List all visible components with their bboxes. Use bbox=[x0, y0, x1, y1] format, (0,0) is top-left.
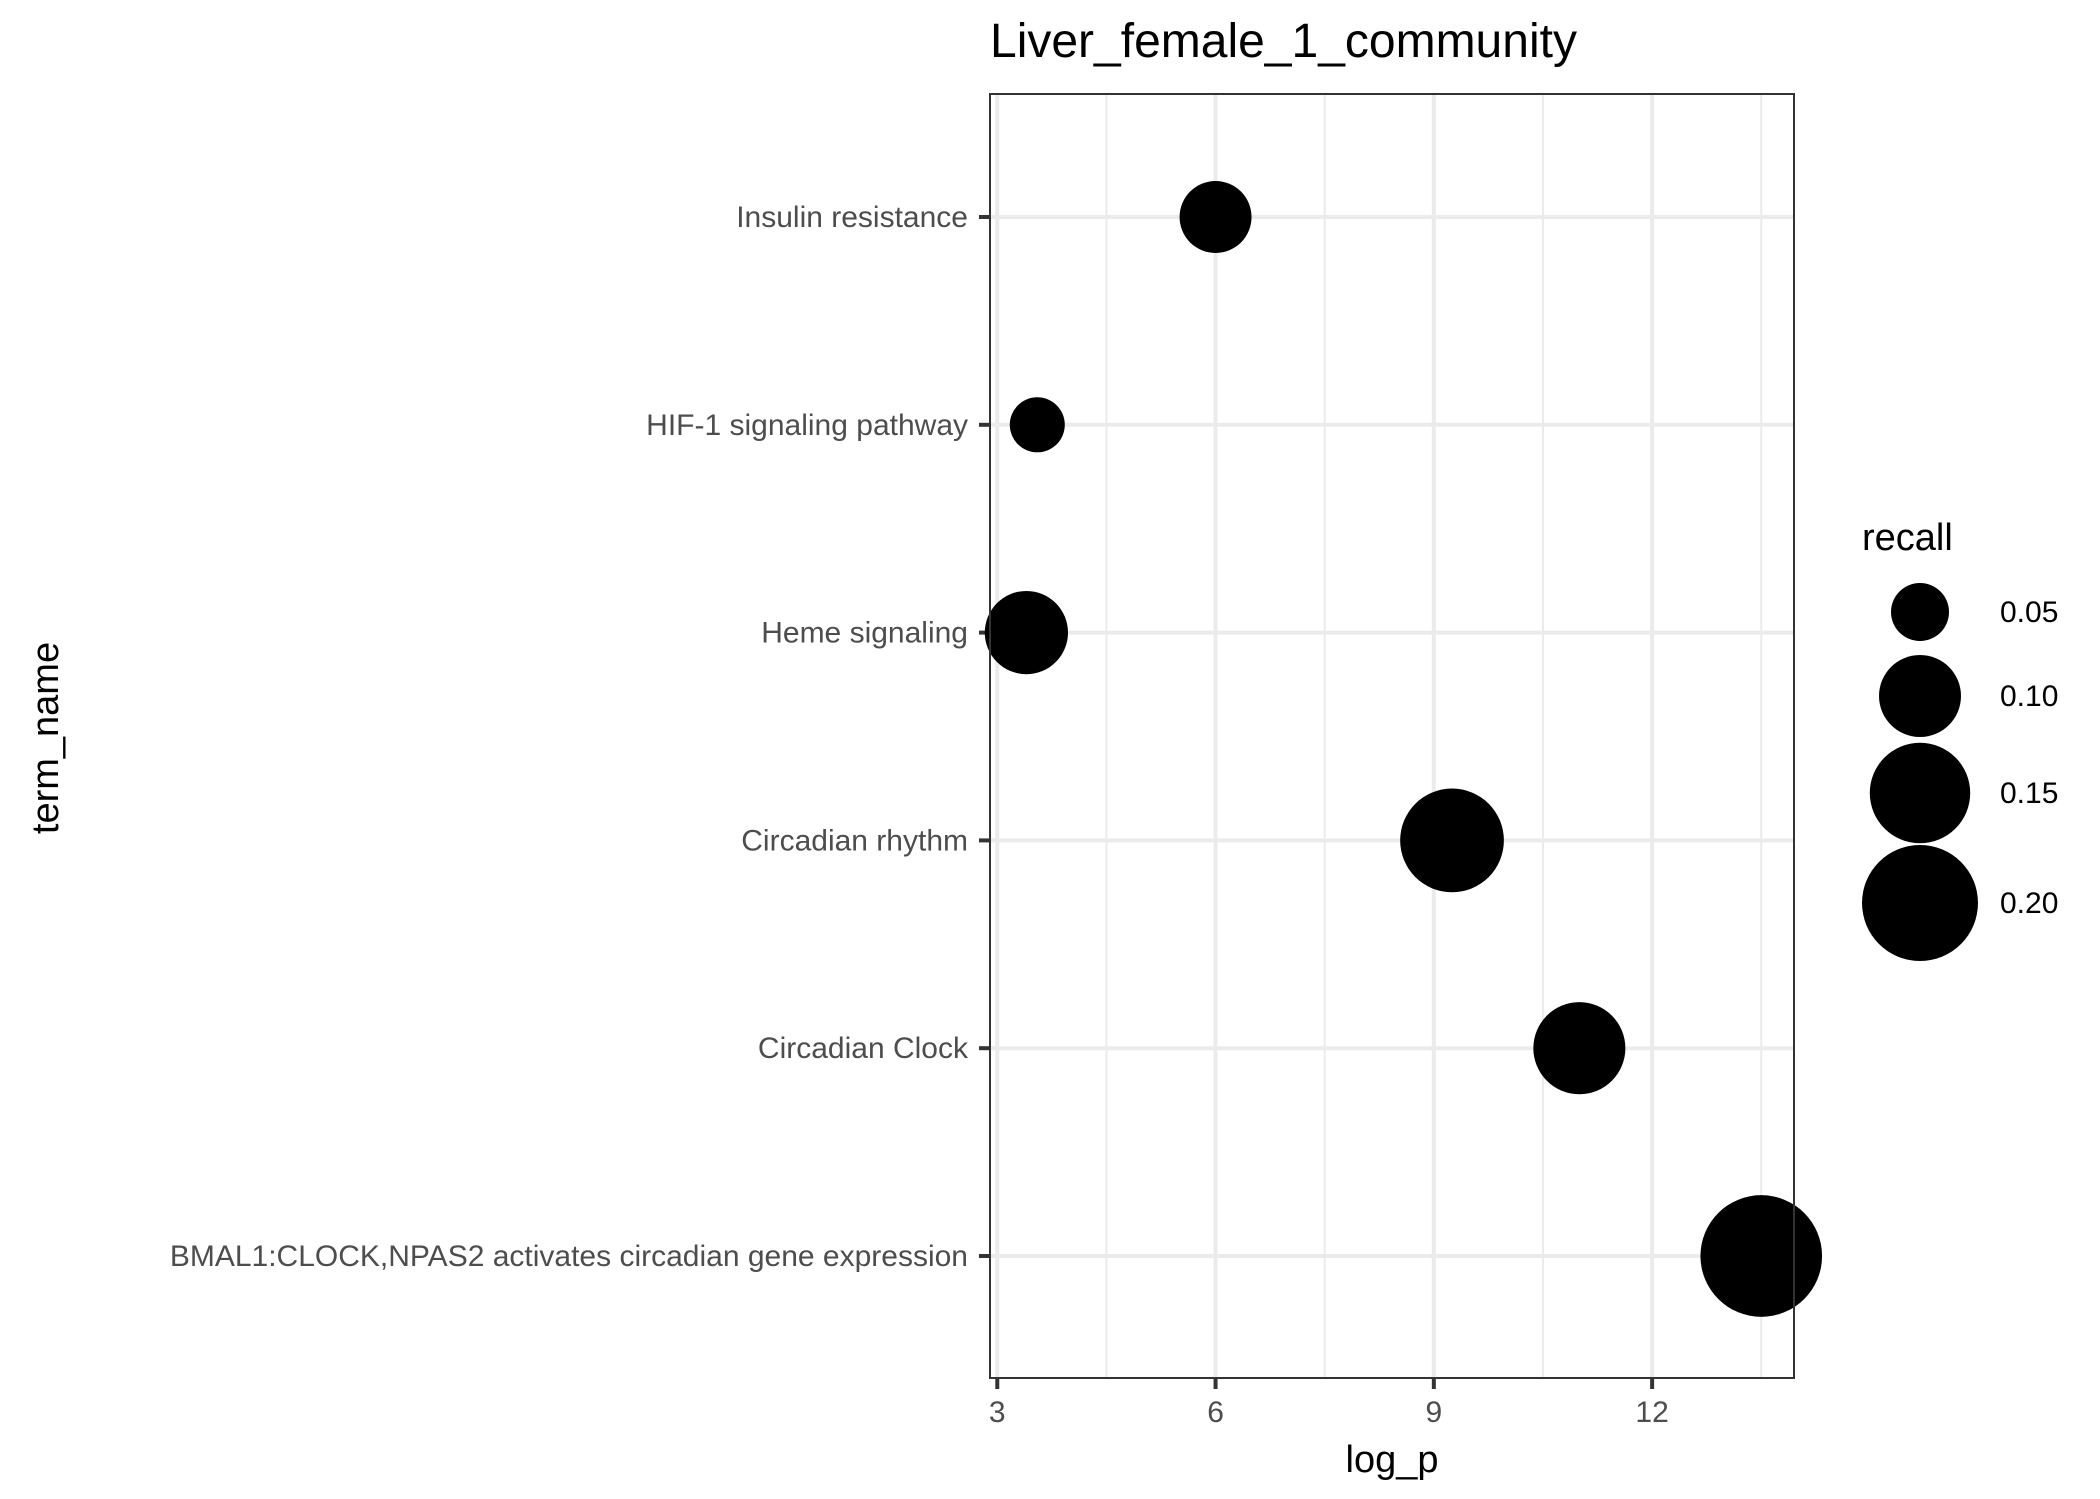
data-point bbox=[1009, 397, 1065, 453]
plot-panel bbox=[990, 94, 1794, 1378]
size-legend: recall 0.05 0.10 0.15 0.20 bbox=[1862, 517, 2058, 961]
y-tick-label: Circadian Clock bbox=[758, 1032, 969, 1065]
data-point bbox=[1400, 788, 1504, 893]
legend-label: 0.15 bbox=[2000, 777, 2058, 810]
x-axis: 3 6 9 12 bbox=[989, 1378, 1669, 1429]
data-point bbox=[1700, 1195, 1823, 1317]
y-tick-label: Circadian rhythm bbox=[741, 824, 968, 857]
panel-background bbox=[990, 94, 1794, 1378]
x-tick-label: 12 bbox=[1635, 1396, 1668, 1429]
legend-key bbox=[1862, 845, 1978, 961]
data-point bbox=[984, 590, 1068, 675]
x-tick-label: 3 bbox=[989, 1396, 1006, 1429]
y-tick-label: Heme signaling bbox=[761, 617, 968, 650]
legend-label: 0.10 bbox=[2000, 680, 2058, 713]
legend-key bbox=[1891, 583, 1949, 641]
y-axis-title: term_name bbox=[25, 642, 67, 834]
y-tick-label: HIF-1 signaling pathway bbox=[646, 409, 968, 442]
legend-title: recall bbox=[1862, 517, 1953, 559]
x-axis-title: log_p bbox=[1346, 1439, 1439, 1481]
data-points bbox=[984, 181, 1823, 1317]
panel-border bbox=[989, 93, 1795, 1379]
y-axis: Insulin resistance HIF-1 signaling pathwa… bbox=[170, 201, 990, 1273]
legend-key bbox=[1879, 655, 1961, 737]
chart-title: Liver_female_1_community bbox=[990, 15, 1577, 68]
legend-label: 0.20 bbox=[2000, 887, 2058, 920]
legend-label: 0.05 bbox=[2000, 596, 2058, 629]
data-point bbox=[1533, 1002, 1626, 1095]
y-tick-label: BMAL1:CLOCK,NPAS2 activates circadian ge… bbox=[170, 1240, 968, 1273]
data-point bbox=[1179, 181, 1252, 253]
legend-key bbox=[1869, 742, 1971, 844]
x-tick-label: 6 bbox=[1207, 1396, 1224, 1429]
y-tick-label: Insulin resistance bbox=[736, 201, 968, 234]
x-tick-label: 9 bbox=[1425, 1396, 1442, 1429]
